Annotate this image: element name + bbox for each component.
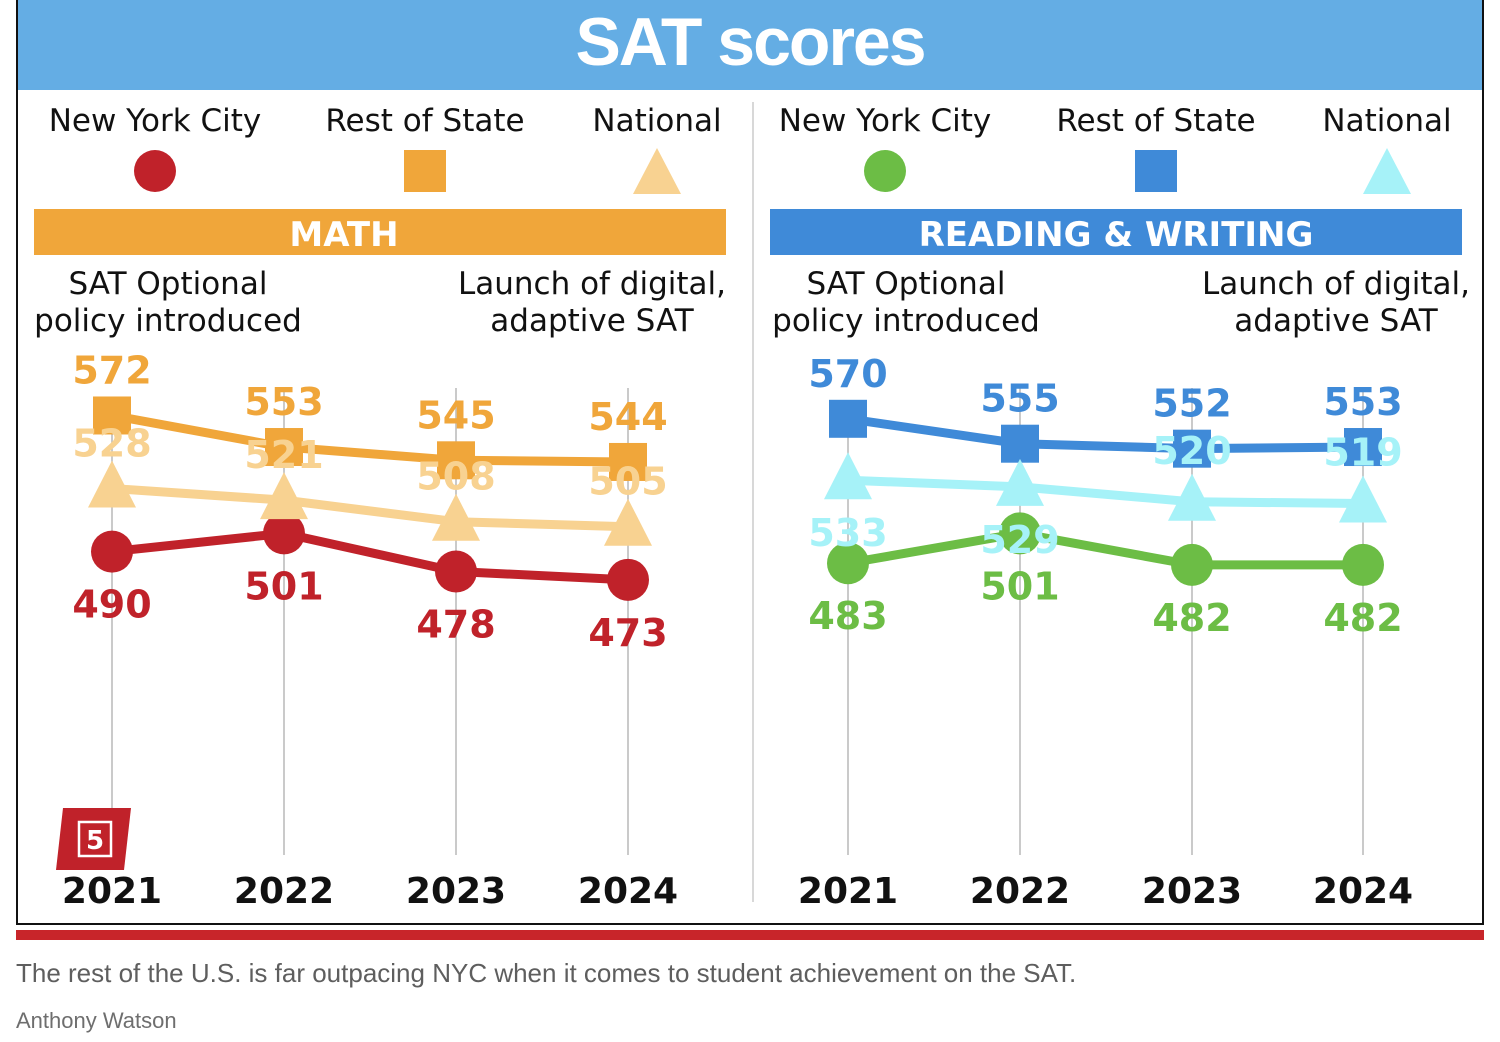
data-label-national: 533	[808, 511, 887, 555]
data-point-new-york-city	[1171, 543, 1213, 586]
series-line-rest-of-state	[111, 411, 629, 467]
panel-divider	[752, 102, 754, 902]
data-label-new-york-city: 483	[808, 594, 887, 638]
data-label-rest-of-state: 553	[244, 380, 323, 424]
x-tick-label-2021: 2021	[62, 871, 162, 912]
section-title: READING & WRITING	[919, 215, 1314, 255]
data-label-rest-of-state: 572	[72, 348, 151, 392]
panel-reading-and-writing: New York City Rest of State National READIN…	[770, 103, 1470, 912]
data-point-new-york-city	[607, 558, 649, 601]
annotation-launch: adaptive SAT	[490, 303, 694, 339]
x-tick-label-2024: 2024	[578, 871, 678, 912]
data-point-new-york-city	[435, 550, 477, 593]
x-tick-label-2022: 2022	[970, 871, 1070, 912]
annotation-policy: policy introduced	[772, 303, 1040, 339]
chart-title: SAT scores	[575, 4, 926, 80]
legend-marker-square	[1135, 150, 1177, 192]
data-label-national: 519	[1323, 430, 1402, 474]
legend-marker-triangle	[1363, 148, 1411, 194]
section-band	[34, 209, 726, 255]
x-tick-label-2021: 2021	[798, 871, 898, 912]
data-label-rest-of-state: 552	[1152, 382, 1231, 426]
data-point-rest-of-state	[437, 441, 475, 480]
legend-label-rest-of-state: Rest of State	[1056, 103, 1255, 139]
data-label-rest-of-state: 544	[588, 395, 667, 439]
legend-label-national: National	[1322, 103, 1451, 139]
legend-label-national: National	[592, 103, 721, 139]
legend-label-new-york-city: New York City	[779, 103, 992, 139]
section-title: MATH	[289, 215, 398, 255]
data-point-national	[88, 460, 136, 508]
data-point-new-york-city	[91, 530, 133, 573]
chart-frame: SAT scores	[16, 0, 1484, 925]
data-point-rest-of-state	[93, 396, 131, 435]
x-tick-label-2023: 2023	[406, 871, 506, 912]
red-rule	[16, 930, 1484, 940]
legend-label-new-york-city: New York City	[49, 103, 262, 139]
data-label-new-york-city: 490	[72, 583, 151, 627]
chart-canvas: New York City Rest of State National MATH SA…	[34, 103, 1470, 912]
data-point-rest-of-state	[609, 442, 647, 481]
data-point-rest-of-state	[1001, 424, 1039, 463]
series-line-rest-of-state	[847, 414, 1364, 454]
data-point-national	[432, 493, 480, 541]
data-point-national	[260, 472, 308, 520]
data-point-rest-of-state	[265, 428, 303, 467]
legend-marker-circle	[134, 150, 176, 192]
data-label-rest-of-state: 570	[808, 352, 887, 396]
data-point-rest-of-state	[829, 399, 867, 438]
data-label-national: 529	[980, 518, 1059, 562]
data-label-new-york-city: 482	[1323, 596, 1402, 640]
data-label-rest-of-state: 553	[1323, 380, 1402, 424]
legend-marker-triangle	[633, 148, 681, 194]
badge-5: 5	[56, 808, 131, 870]
data-label-new-york-city: 478	[416, 603, 495, 647]
data-label-new-york-city: 501	[244, 564, 323, 608]
annotation-launch: Launch of digital,	[458, 266, 726, 302]
data-label-national: 521	[244, 433, 323, 477]
x-tick-label-2023: 2023	[1142, 871, 1242, 912]
title-bar: SAT scores	[18, 0, 1482, 90]
panel-math: New York City Rest of State National MATH SA…	[34, 103, 726, 912]
series-line-new-york-city	[847, 528, 1363, 570]
data-label-national: 528	[72, 422, 151, 466]
data-point-new-york-city	[999, 512, 1041, 555]
data-point-new-york-city	[263, 512, 305, 555]
x-tick-label-2022: 2022	[234, 871, 334, 912]
data-label-new-york-city: 501	[980, 564, 1059, 608]
legend-label-rest-of-state: Rest of State	[325, 103, 524, 139]
data-label-national: 508	[416, 455, 495, 499]
data-label-rest-of-state: 555	[980, 377, 1059, 421]
photo-credit: Anthony Watson	[16, 1008, 177, 1033]
data-point-rest-of-state	[1344, 428, 1382, 467]
data-point-national	[604, 498, 652, 546]
annotation-launch: adaptive SAT	[1234, 303, 1438, 339]
x-tick-label-2024: 2024	[1313, 871, 1413, 912]
data-label-national: 520	[1152, 429, 1231, 473]
annotation-policy: policy introduced	[34, 303, 302, 339]
data-label-rest-of-state: 545	[416, 393, 495, 437]
data-point-national	[996, 458, 1044, 506]
data-point-rest-of-state	[1173, 429, 1211, 468]
series-line-new-york-city	[111, 528, 629, 585]
caption: The rest of the U.S. is far outpacing NY…	[16, 958, 1077, 988]
data-point-new-york-city	[1342, 543, 1384, 586]
data-label-national: 505	[588, 460, 667, 504]
annotation-policy: SAT Optional	[69, 266, 268, 302]
section-band	[770, 209, 1462, 255]
data-point-national	[1339, 475, 1387, 523]
badge-number: 5	[86, 826, 104, 856]
annotation-launch: Launch of digital,	[1202, 266, 1470, 302]
data-point-national	[824, 452, 872, 500]
data-label-new-york-city: 482	[1152, 596, 1231, 640]
series-line-national	[847, 475, 1364, 508]
badge-box	[77, 820, 113, 858]
data-point-national	[1168, 473, 1216, 521]
data-point-new-york-city	[827, 542, 869, 585]
legend-marker-circle	[864, 150, 906, 192]
annotation-policy: SAT Optional	[807, 266, 1006, 302]
series-line-national	[111, 484, 629, 532]
data-label-new-york-city: 473	[588, 611, 667, 655]
legend-marker-square	[404, 150, 446, 192]
